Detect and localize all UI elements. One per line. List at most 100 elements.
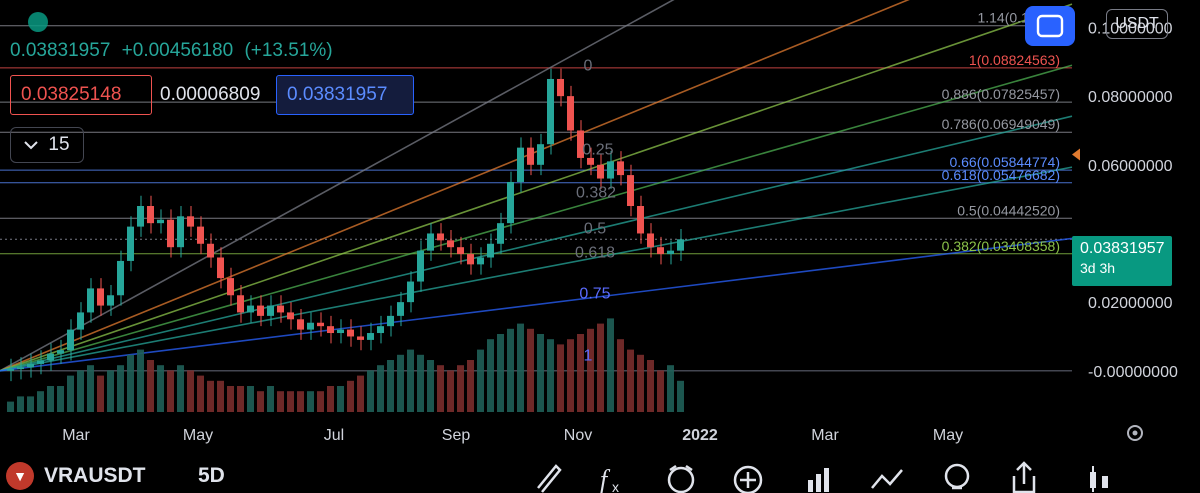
candle-body xyxy=(597,164,604,179)
candle-body xyxy=(217,257,224,279)
fib-fan-lines xyxy=(0,0,1073,372)
candle-body xyxy=(87,288,94,313)
buy-button[interactable]: 0.03831957 xyxy=(276,75,414,115)
volume-bar xyxy=(337,386,344,412)
volume-bar xyxy=(567,339,574,412)
volume-bar xyxy=(347,380,354,412)
volume-bar xyxy=(277,391,284,412)
fan-line xyxy=(0,237,1073,372)
price-summary: 0.03831957 +0.00456180 (+13.51%) xyxy=(10,40,339,62)
currency-label[interactable]: USDT xyxy=(1106,9,1168,39)
candle-body xyxy=(147,206,154,224)
candle-body xyxy=(17,367,24,370)
symbol-selector[interactable]: ▼ VRAUSDT xyxy=(6,458,146,493)
x-tick-label: May xyxy=(183,427,213,444)
svg-text:x: x xyxy=(612,479,619,493)
market-status-icon[interactable] xyxy=(28,12,48,32)
volume-bar xyxy=(477,349,484,412)
candle-body xyxy=(427,233,434,251)
candle-body xyxy=(657,247,664,255)
candle-body xyxy=(407,281,414,303)
plus-circle-icon[interactable] xyxy=(733,465,763,493)
fan-line xyxy=(0,166,1073,372)
candles xyxy=(7,68,684,382)
candle-body xyxy=(587,157,594,165)
x-tick-label: Jul xyxy=(324,427,344,444)
volume-bar xyxy=(177,365,184,412)
candle-body xyxy=(567,96,574,131)
candle-body xyxy=(177,216,184,248)
price-change: +0.00456180 xyxy=(121,40,234,61)
volume-bar xyxy=(77,370,84,412)
volume-bar xyxy=(377,365,384,412)
candle-body xyxy=(77,312,84,330)
fib-level-label: 1(0.08824563) xyxy=(969,52,1060,68)
candle-body xyxy=(497,223,504,244)
volume-bar xyxy=(467,360,474,412)
volume-bar xyxy=(47,386,54,412)
y-tick-label: 0.08000000 xyxy=(1088,89,1173,106)
fib-level-label: 0.786(0.06949049) xyxy=(942,116,1060,132)
candle-body xyxy=(557,78,564,97)
share-icon[interactable] xyxy=(1012,461,1036,493)
fan-label: 1 xyxy=(584,348,593,365)
volume-bar xyxy=(7,401,14,412)
candles-icon[interactable] xyxy=(1090,466,1108,492)
volume-bar xyxy=(27,396,34,412)
candle-body xyxy=(277,305,284,313)
candle-body xyxy=(367,333,374,340)
candle-body xyxy=(317,322,324,327)
volume-bar xyxy=(267,386,274,412)
last-price-tag: 0.03831957 3d 3h xyxy=(1072,236,1172,286)
fan-label: 0.25 xyxy=(582,142,613,159)
brush-icon[interactable] xyxy=(537,464,562,493)
candle-body xyxy=(7,369,14,371)
fan-line xyxy=(0,115,1073,372)
y-tick-label: 0.02000000 xyxy=(1088,295,1173,312)
candle-body xyxy=(517,147,524,182)
volume-bar xyxy=(587,328,594,412)
volume-bar xyxy=(387,360,394,412)
candle-body xyxy=(677,239,684,251)
candle-body xyxy=(167,219,174,248)
volume-bar xyxy=(317,391,324,412)
interval-selector[interactable]: 15 xyxy=(10,127,84,163)
ideas-icon[interactable] xyxy=(944,463,970,490)
volume-bar xyxy=(187,370,194,412)
candle-body xyxy=(647,233,654,248)
candle-body xyxy=(627,175,634,206)
volume-bar xyxy=(367,370,374,412)
candle-body xyxy=(267,305,274,316)
volume-bar xyxy=(557,344,564,412)
fan-line xyxy=(0,64,1073,372)
volume-bar xyxy=(487,339,494,412)
indicators-icon[interactable] xyxy=(871,469,903,489)
volume-bar xyxy=(537,334,544,412)
candle-body xyxy=(237,295,244,313)
candle-body xyxy=(117,260,124,296)
candle-body xyxy=(307,322,314,330)
candle-body xyxy=(467,254,474,265)
fullscreen-button[interactable] xyxy=(1025,6,1075,46)
candle-body xyxy=(617,161,624,176)
settings-gear-icon[interactable] xyxy=(1127,425,1143,441)
candle-body xyxy=(347,329,354,337)
alarm-icon[interactable] xyxy=(667,464,695,493)
volume-bars xyxy=(7,318,684,412)
bars-chart-icon[interactable] xyxy=(808,468,829,492)
timeframe-selector[interactable]: 5D xyxy=(198,463,225,487)
volume-bar xyxy=(627,349,634,412)
axis-marker xyxy=(1072,148,1080,161)
candle-body xyxy=(197,226,204,244)
candle-body xyxy=(137,206,144,227)
x-tick-label: Nov xyxy=(564,427,592,444)
volume-bar xyxy=(57,386,64,412)
candle-body xyxy=(207,243,214,258)
candle-body xyxy=(417,250,424,282)
sell-button[interactable]: 0.03825148 xyxy=(10,75,152,115)
volume-bar xyxy=(517,323,524,412)
fib-level-label: 0.382(0.03408358) xyxy=(942,238,1060,254)
fan-labels: 0 0.25 0.382 0.5 0.618 0.75 1 xyxy=(575,57,616,364)
